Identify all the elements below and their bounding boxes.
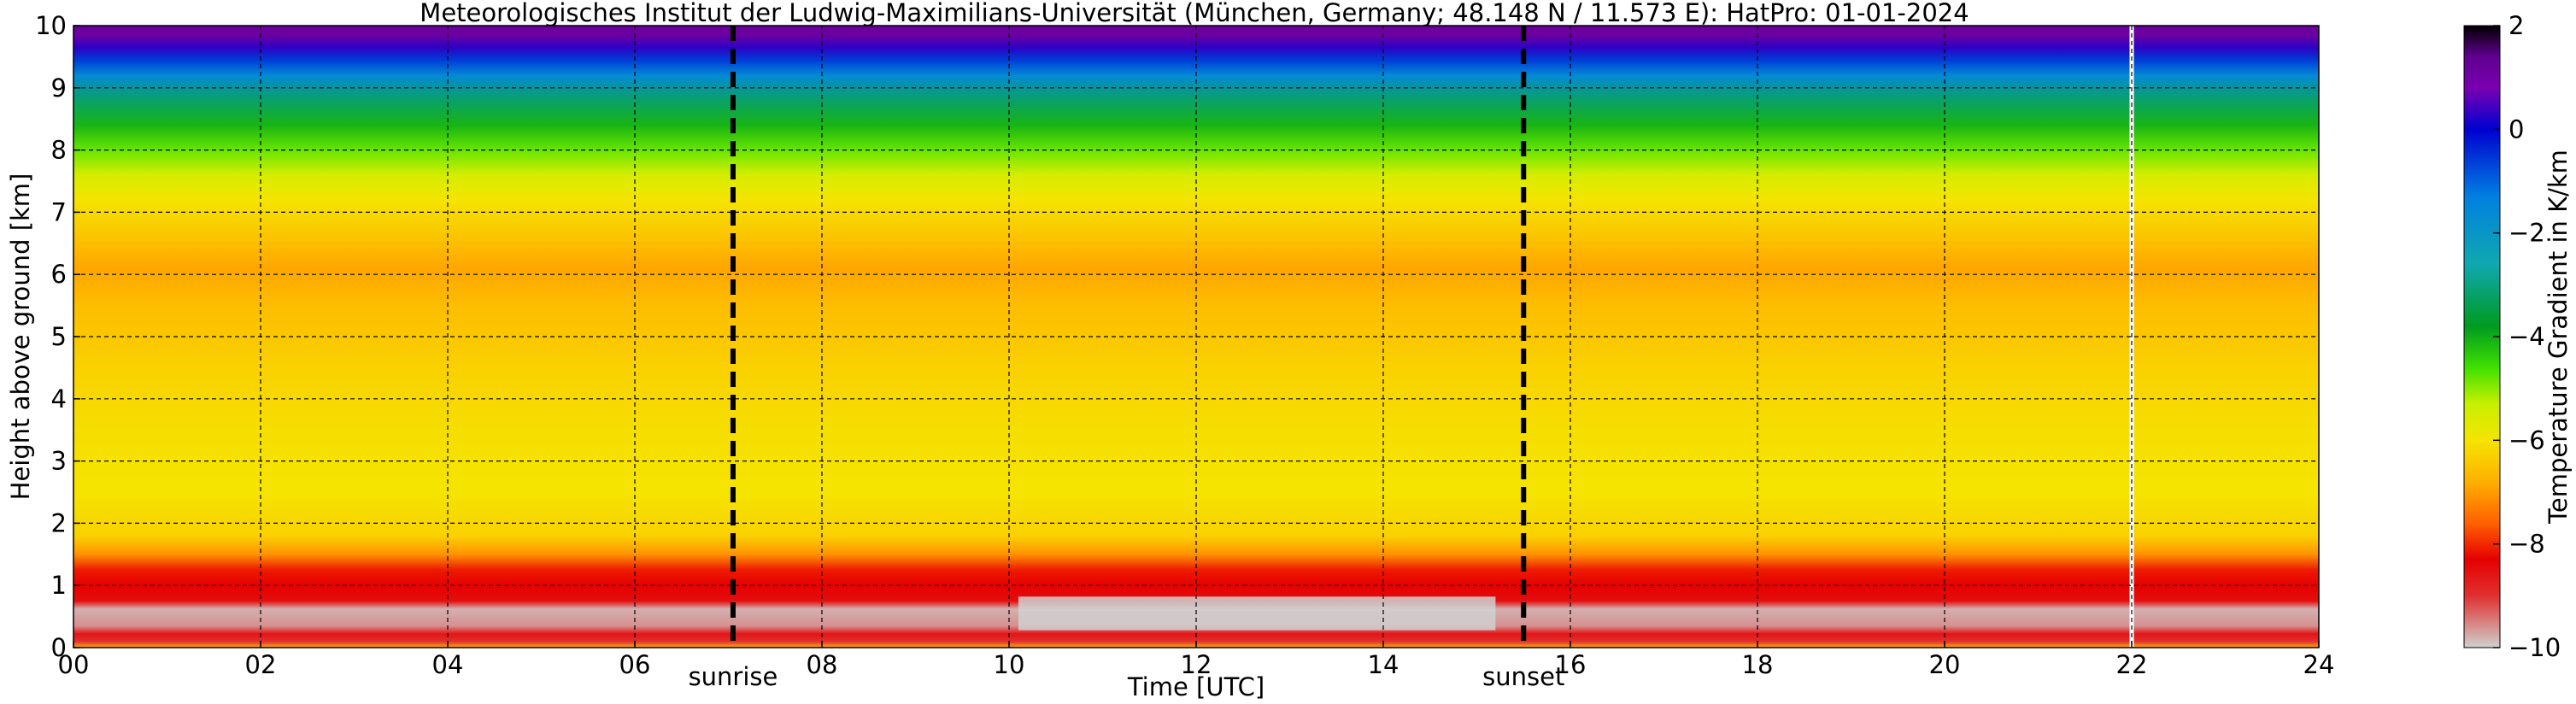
colorbar-tick-label: 2 <box>2509 11 2524 40</box>
x-tick-label: 08 <box>807 650 838 679</box>
colorbar-ticks: 2 0 −2 −4 −6 −8 −10 <box>2493 11 2561 662</box>
y-tick-label: 9 <box>51 73 67 103</box>
colorbar-tick-label: 0 <box>2509 114 2524 144</box>
daytime-inversion-layer <box>1018 596 1496 631</box>
sunrise-label: sunrise <box>689 662 778 691</box>
colorbar-tick-label: −6 <box>2509 425 2545 455</box>
y-tick-label: 3 <box>51 447 67 476</box>
x-tick-label: 24 <box>2303 650 2335 679</box>
y-tick-label: 8 <box>51 136 67 165</box>
chart-title: Meteorologisches Institut der Ludwig-Max… <box>420 0 1969 27</box>
y-axis-ticks: 0 1 2 3 4 5 6 7 8 9 10 <box>35 11 80 662</box>
x-tick-label: 14 <box>1368 650 1399 679</box>
y-tick-label: 1 <box>51 571 67 600</box>
x-axis-ticks: 00 02 04 06 08 10 12 14 16 18 20 22 24 <box>58 641 2335 679</box>
plot-frame <box>73 25 2320 648</box>
x-tick-label: 10 <box>994 650 1025 679</box>
x-tick-label: 04 <box>432 650 464 679</box>
x-tick-label: 18 <box>1742 650 1774 679</box>
y-tick-label: 5 <box>51 322 67 351</box>
sunset-label: sunset <box>1482 662 1564 691</box>
y-axis-label: Height above ground [km] <box>6 173 35 501</box>
colorbar-tick-label: −10 <box>2509 633 2561 662</box>
event-lines: sunrise sunset <box>689 26 1564 691</box>
y-tick-label: 10 <box>35 11 67 40</box>
y-tick-label: 4 <box>51 384 67 414</box>
x-tick-label: 16 <box>1555 650 1587 679</box>
y-tick-label: 0 <box>51 633 67 662</box>
x-tick-label: 20 <box>1929 650 1961 679</box>
colorbar-tick-label: −8 <box>2509 530 2545 559</box>
x-tick-label: 02 <box>245 650 277 679</box>
x-tick-label: 06 <box>619 650 651 679</box>
grid <box>73 26 2319 648</box>
x-tick-label: 12 <box>1181 650 1212 679</box>
colorbar-tick-label: −2 <box>2509 219 2545 248</box>
y-tick-label: 7 <box>51 197 67 226</box>
y-tick-label: 6 <box>51 260 67 289</box>
x-tick-label: 22 <box>2116 650 2148 679</box>
y-tick-label: 2 <box>51 508 67 537</box>
colorbar-tick-label: −4 <box>2509 322 2545 351</box>
x-tick-label: 00 <box>58 650 90 679</box>
x-axis-label: Time [UTC] <box>1127 672 1265 701</box>
colorbar-label: Temperature Gradient in K/km <box>2544 150 2573 525</box>
